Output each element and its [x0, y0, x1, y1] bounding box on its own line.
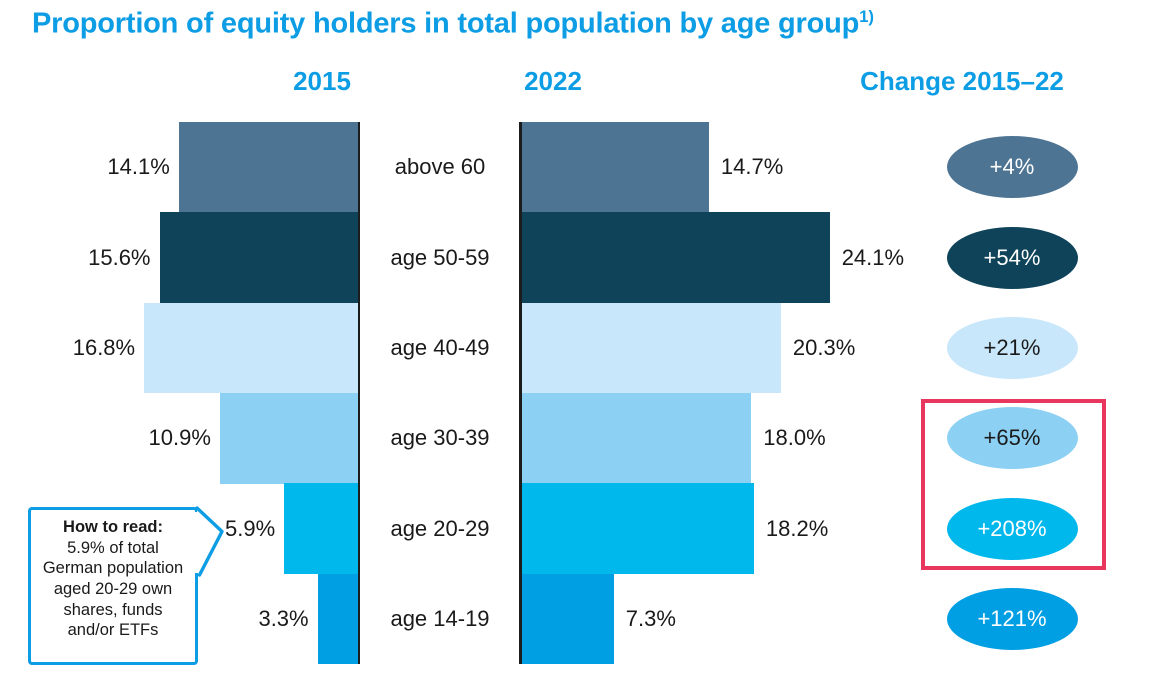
- callout-heading: How to read:: [63, 518, 163, 536]
- change-badge-age-50-59: +54%: [946, 226, 1078, 289]
- age-group-label-age-20-29: age 20-29: [390, 515, 490, 541]
- age-group-label-above-60: above 60: [394, 154, 486, 180]
- bar-2022-age-14-19: [520, 573, 614, 665]
- bar-2015-age-40-49: [144, 302, 360, 394]
- change-badge-age-20-29: +208%: [946, 497, 1078, 560]
- callout-tail-eraser: [193, 512, 199, 573]
- value-label-2022-age-14-19: 7.3%: [625, 605, 676, 631]
- value-label-2022-age-50-59: 24.1%: [841, 244, 905, 270]
- bar-2022-age-50-59: [520, 212, 830, 303]
- left-chart-axis-line: [357, 122, 360, 664]
- age-group-label-age-14-19: age 14-19: [390, 605, 490, 631]
- bar-2015-age-30-39: [219, 393, 360, 484]
- chart-title: Proportion of equity holders in total po…: [32, 7, 874, 41]
- bar-2022-age-20-29: [520, 483, 754, 574]
- bar-2022-above-60: [520, 122, 709, 213]
- change-badge-age-40-49: +21%: [946, 316, 1078, 379]
- bar-2015-age-20-29: [284, 483, 360, 574]
- age-group-label-age-50-59: age 50-59: [390, 244, 490, 270]
- column-header-2022: 2022: [524, 66, 582, 96]
- how-to-read-callout: How to read: 5.9% of total German popula…: [28, 507, 198, 665]
- chart-title-text: Proportion of equity holders in total po…: [32, 7, 860, 40]
- change-badge-age-30-39: +65%: [946, 407, 1078, 470]
- age-group-label-age-30-39: age 30-39: [390, 425, 490, 451]
- callout-pointer-tail: [195, 506, 224, 577]
- change-badge-age-14-19: +121%: [946, 587, 1078, 650]
- value-label-2015-age-14-19: 3.3%: [258, 605, 309, 631]
- value-label-2015-age-20-29: 5.9%: [225, 515, 276, 541]
- right-chart-axis-line: [519, 122, 522, 664]
- highlight-rectangle: [921, 399, 1106, 570]
- footnote-marker: 1): [859, 7, 874, 26]
- bar-2015-age-50-59: [159, 212, 360, 303]
- age-group-label-age-40-49: age 40-49: [390, 334, 490, 360]
- callout-body: 5.9% of total German population aged 20-…: [42, 538, 184, 640]
- value-label-2015-age-40-49: 16.8%: [72, 334, 136, 360]
- bar-2022-age-40-49: [520, 302, 781, 394]
- value-label-2015-age-50-59: 15.6%: [88, 244, 151, 270]
- bar-2015-above-60: [178, 122, 360, 213]
- column-header-2015: 2015: [293, 66, 351, 96]
- value-label-2015-above-60: 14.1%: [107, 154, 170, 180]
- value-label-2015-age-30-39: 10.9%: [148, 425, 211, 451]
- value-label-2022-age-40-49: 20.3%: [792, 334, 856, 360]
- bar-2015-age-14-19: [317, 573, 360, 665]
- value-label-2022-above-60: 14.7%: [720, 154, 784, 180]
- value-label-2022-age-30-39: 18.0%: [763, 425, 826, 451]
- change-badge-above-60: +4%: [946, 136, 1078, 199]
- column-header-change: Change 2015–22: [860, 66, 1064, 96]
- value-label-2022-age-20-29: 18.2%: [765, 515, 829, 541]
- bar-2022-age-30-39: [520, 393, 752, 484]
